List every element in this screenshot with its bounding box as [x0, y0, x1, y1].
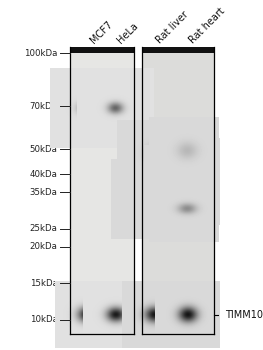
Text: MCF7: MCF7 [88, 19, 114, 45]
Bar [69, 47, 134, 52]
Text: Rat heart: Rat heart [188, 6, 227, 45]
Text: Rat liver: Rat liver [155, 9, 191, 45]
Text: 70kDa: 70kDa [30, 102, 58, 111]
Text: 25kDa: 25kDa [30, 224, 58, 233]
Bar [142, 47, 214, 52]
Text: 100kDa: 100kDa [24, 49, 58, 58]
Text: 35kDa: 35kDa [30, 188, 58, 197]
Text: 10kDa: 10kDa [30, 315, 58, 324]
Text: 40kDa: 40kDa [30, 169, 58, 178]
Text: 20kDa: 20kDa [30, 242, 58, 251]
Text: 15kDa: 15kDa [30, 279, 58, 288]
Text: TIMM10: TIMM10 [225, 310, 263, 320]
Bar [69, 47, 134, 334]
Bar [142, 47, 214, 334]
Text: HeLa: HeLa [115, 20, 140, 45]
Text: 50kDa: 50kDa [30, 145, 58, 154]
